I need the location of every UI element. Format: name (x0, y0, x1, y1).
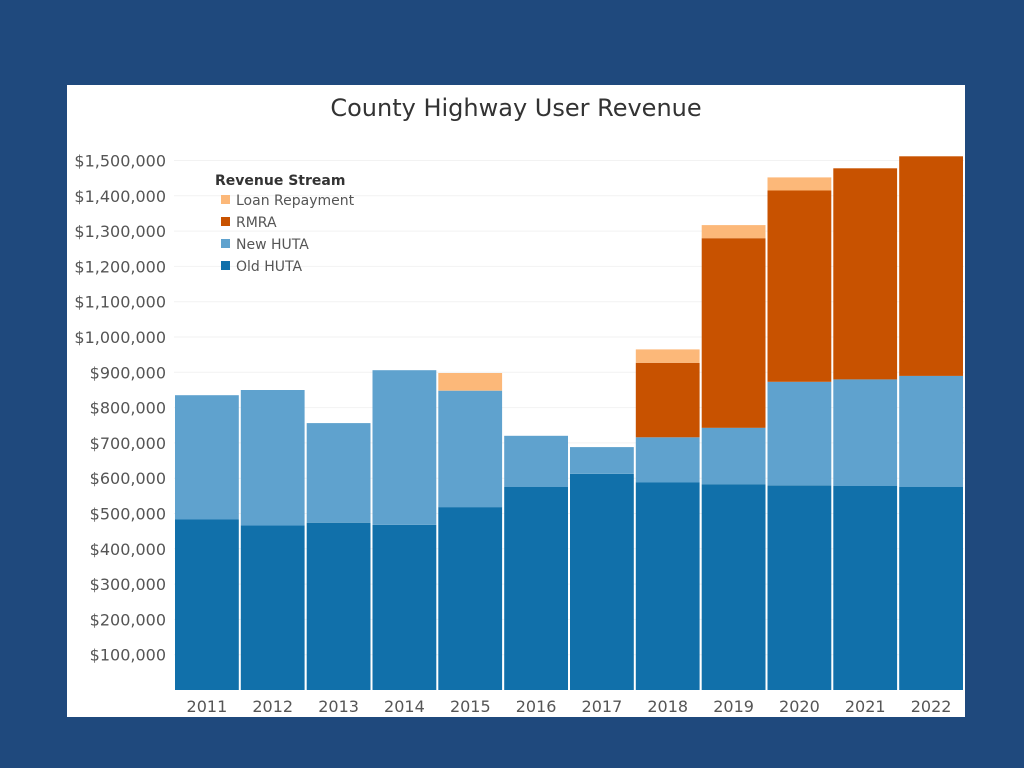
chart-panel: County Highway User Revenue $100,000 $200… (67, 85, 965, 717)
x-tick-label: 2017 (582, 697, 623, 716)
x-tick-label: 2015 (450, 697, 491, 716)
legend: Revenue Stream Loan Repayment RMRA New HUT… (215, 173, 355, 275)
x-tick-label: 2020 (779, 697, 820, 716)
y-tick-label: $300,000 (90, 575, 166, 594)
y-tick-label: $1,100,000 (74, 293, 166, 312)
y-tick-label: $1,500,000 (74, 152, 166, 171)
bar-segment-old-huta-2011 (175, 519, 239, 690)
legend-swatch (221, 261, 230, 270)
bar-segment-loan-repayment-2015 (438, 373, 503, 391)
bar-segment-loan-repayment-2019 (701, 225, 766, 239)
bar-segment-rmra-2018 (635, 362, 700, 438)
legend-label: Loan Repayment (236, 193, 355, 209)
y-tick-label: $500,000 (90, 505, 166, 524)
y-tick-label: $400,000 (90, 540, 166, 559)
y-tick-label: $1,300,000 (74, 222, 166, 241)
bar-segment-new-huta-2019 (701, 427, 766, 485)
y-tick-label: $700,000 (90, 434, 166, 453)
bar-segment-new-huta-2018 (635, 437, 700, 483)
legend-label: RMRA (236, 215, 277, 231)
legend-title: Revenue Stream (215, 173, 345, 189)
bar-segment-rmra-2021 (833, 168, 898, 380)
legend-label: New HUTA (236, 237, 309, 253)
bar-segment-rmra-2022 (899, 156, 963, 376)
x-axis-ticks: 2011 2012 2013 2014 2015 2016 2017 2018 2019 2020… (187, 697, 952, 716)
y-tick-label: $200,000 (90, 610, 166, 629)
bar-segment-old-huta-2022 (899, 487, 963, 690)
legend-swatch (221, 217, 230, 226)
bar-segment-loan-repayment-2018 (635, 349, 700, 363)
x-tick-label: 2014 (384, 697, 425, 716)
legend-swatch (221, 195, 230, 204)
x-tick-label: 2013 (318, 697, 359, 716)
bar-segment-new-huta-2012 (240, 390, 305, 526)
bar-segment-old-huta-2014 (372, 524, 437, 690)
bar-segment-old-huta-2015 (438, 507, 503, 690)
bar-segment-old-huta-2021 (833, 486, 898, 690)
bar-segment-new-huta-2020 (767, 381, 832, 486)
gridlines (174, 160, 964, 656)
bar-segment-loan-repayment-2020 (767, 177, 832, 191)
x-tick-label: 2019 (713, 697, 754, 716)
x-tick-label: 2012 (252, 697, 293, 716)
bar-segment-rmra-2019 (701, 238, 766, 428)
bar-segment-old-huta-2013 (306, 522, 371, 690)
bar-segment-old-huta-2016 (504, 487, 568, 690)
y-tick-label: $600,000 (90, 469, 166, 488)
revenue-chart: County Highway User Revenue $100,000 $200… (74, 94, 964, 716)
x-tick-label: 2018 (647, 697, 688, 716)
y-tick-label: $1,400,000 (74, 187, 166, 206)
y-tick-label: $100,000 (90, 646, 166, 665)
bar-segment-new-huta-2016 (504, 435, 568, 487)
legend-label: Old HUTA (236, 259, 302, 275)
y-tick-label: $1,200,000 (74, 257, 166, 276)
legend-swatch (221, 239, 230, 248)
bar-segment-new-huta-2021 (833, 379, 898, 486)
bar-segment-old-huta-2017 (570, 474, 634, 690)
y-tick-label: $900,000 (90, 363, 166, 382)
y-axis-ticks: $100,000 $200,000 $300,000 $400,000 $500,000… (74, 152, 166, 665)
x-tick-label: 2011 (187, 697, 228, 716)
y-tick-label: $1,000,000 (74, 328, 166, 347)
bar-segment-new-huta-2022 (899, 375, 963, 487)
bar-segment-old-huta-2020 (767, 485, 832, 690)
bar-segment-new-huta-2015 (438, 390, 503, 508)
bars (175, 156, 963, 690)
x-tick-label: 2021 (845, 697, 886, 716)
x-tick-label: 2022 (911, 697, 952, 716)
bar-segment-old-huta-2018 (635, 482, 700, 690)
bar-segment-old-huta-2012 (240, 525, 305, 690)
bar-segment-new-huta-2014 (372, 370, 437, 525)
bar-segment-new-huta-2011 (175, 395, 239, 520)
x-tick-label: 2016 (516, 697, 557, 716)
bar-segment-new-huta-2017 (570, 447, 634, 474)
bar-segment-new-huta-2013 (306, 423, 371, 523)
y-tick-label: $800,000 (90, 399, 166, 418)
bar-segment-old-huta-2019 (701, 484, 766, 690)
legend-items: Loan Repayment RMRA New HUTA Old HUTA (221, 193, 355, 275)
chart-title: County Highway User Revenue (330, 94, 701, 122)
bar-segment-rmra-2020 (767, 190, 832, 382)
